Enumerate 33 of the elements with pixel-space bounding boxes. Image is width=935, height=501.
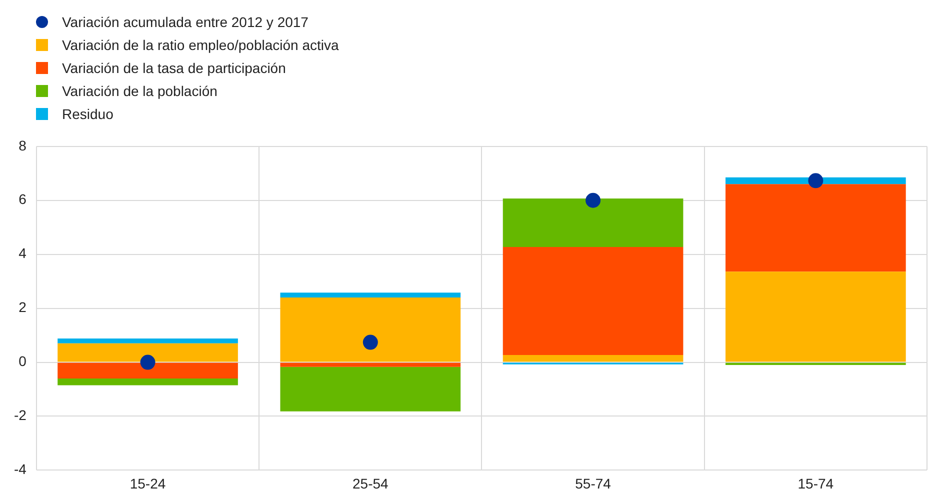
y-tick-label: 6 (18, 191, 27, 208)
bar (280, 366, 461, 412)
bar (58, 343, 238, 362)
point (140, 354, 156, 370)
x-tick-label: 55-74 (575, 475, 612, 492)
bar (280, 298, 461, 362)
y-tick-label: -2 (14, 407, 27, 424)
x-tick-label: 15-74 (798, 475, 834, 492)
y-tick-label: 2 (18, 299, 27, 316)
bar (280, 292, 461, 298)
legend-label: Variación de la tasa de participación (62, 60, 286, 76)
point (586, 192, 601, 208)
bar (726, 272, 906, 362)
y-tick-label: 4 (18, 245, 27, 262)
bar (502, 198, 684, 248)
y-tick-label: -4 (14, 461, 27, 478)
y-tick-label: 0 (18, 353, 27, 370)
bar (58, 338, 238, 344)
bar (58, 362, 238, 378)
y-tick-label: 8 (18, 137, 27, 154)
bar (502, 247, 684, 355)
legend-label: Variación acumulada entre 2012 y 2017 (62, 14, 308, 30)
point (362, 334, 378, 350)
point (808, 173, 824, 188)
x-tick-label: 25-54 (352, 475, 389, 492)
bar (502, 354, 684, 362)
legend-label: Variación de la población (62, 82, 218, 98)
legend-label: Variación de la ratio empleo/población activa (62, 36, 339, 52)
legend-label: Residuo (62, 106, 114, 122)
bar (726, 184, 906, 272)
bar (58, 378, 238, 386)
x-tick-label: 15-24 (130, 475, 166, 492)
bar (280, 362, 461, 367)
